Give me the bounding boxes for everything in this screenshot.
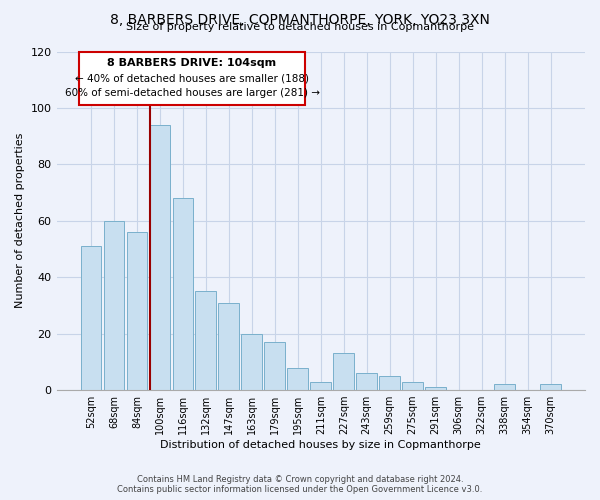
Y-axis label: Number of detached properties: Number of detached properties — [15, 133, 25, 308]
Text: Size of property relative to detached houses in Copmanthorpe: Size of property relative to detached ho… — [126, 22, 474, 32]
FancyBboxPatch shape — [79, 52, 305, 105]
Bar — [265, 342, 285, 390]
Bar — [173, 198, 193, 390]
Bar — [287, 368, 308, 390]
Bar — [104, 221, 124, 390]
Bar — [149, 125, 170, 390]
Text: 60% of semi-detached houses are larger (281) →: 60% of semi-detached houses are larger (… — [65, 88, 320, 99]
Bar — [80, 246, 101, 390]
Bar — [403, 382, 423, 390]
Text: 8 BARBERS DRIVE: 104sqm: 8 BARBERS DRIVE: 104sqm — [107, 58, 277, 68]
Bar — [425, 388, 446, 390]
Bar — [540, 384, 561, 390]
Bar — [218, 302, 239, 390]
Text: 8, BARBERS DRIVE, COPMANTHORPE, YORK, YO23 3XN: 8, BARBERS DRIVE, COPMANTHORPE, YORK, YO… — [110, 12, 490, 26]
Bar — [127, 232, 147, 390]
Bar — [196, 292, 216, 390]
Text: Contains HM Land Registry data © Crown copyright and database right 2024.
Contai: Contains HM Land Registry data © Crown c… — [118, 474, 482, 494]
Bar — [334, 354, 354, 390]
Bar — [494, 384, 515, 390]
X-axis label: Distribution of detached houses by size in Copmanthorpe: Distribution of detached houses by size … — [160, 440, 481, 450]
Bar — [356, 373, 377, 390]
Bar — [241, 334, 262, 390]
Bar — [379, 376, 400, 390]
Bar — [310, 382, 331, 390]
Text: ← 40% of detached houses are smaller (188): ← 40% of detached houses are smaller (18… — [75, 74, 309, 84]
